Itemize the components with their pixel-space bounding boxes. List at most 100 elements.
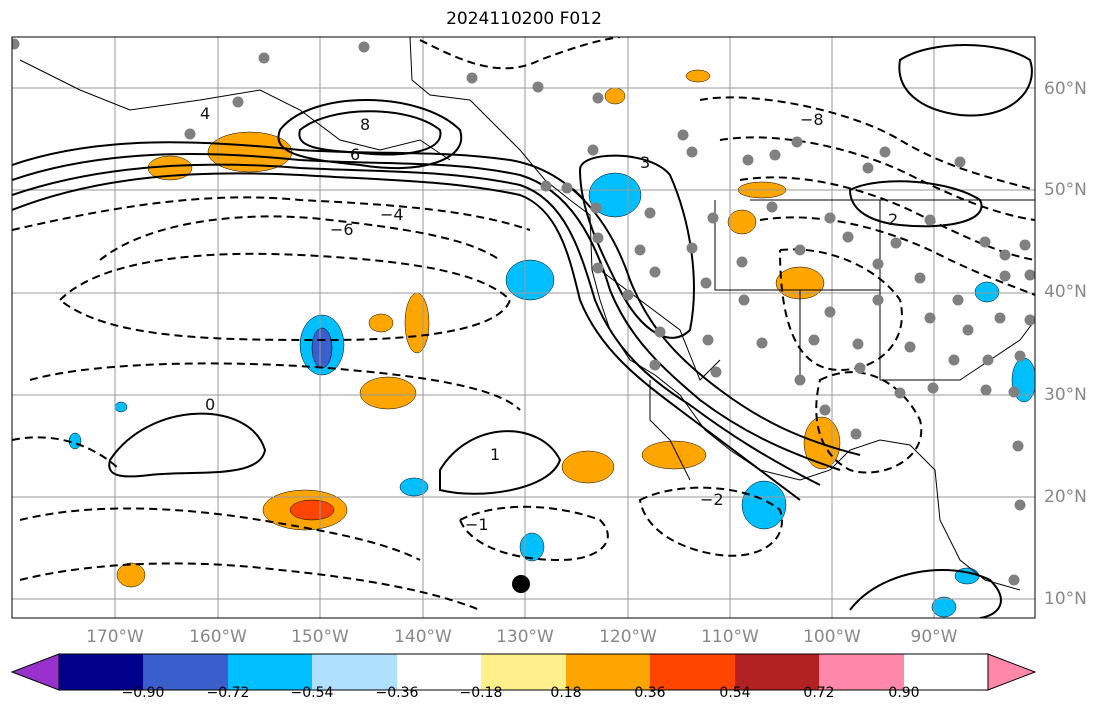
colorbar-tick-labels: −0.90 −0.72 −0.54 −0.36 −0.18 0.18 0.36 … — [122, 685, 920, 701]
contour-labels: 8 6 4 3 2 1 0 −1 −2 −4 −6 −8 — [200, 104, 898, 534]
lon-label: 170°W — [86, 627, 144, 647]
shaded-patch — [114, 401, 128, 413]
station-dot — [999, 249, 1011, 261]
colorbar-tick: 0.54 — [719, 685, 750, 701]
station-dot — [466, 72, 478, 84]
station-dot — [700, 277, 712, 289]
contour-solid — [108, 412, 267, 478]
station-dot — [924, 214, 936, 226]
station-dot — [756, 337, 768, 349]
shaded-patch — [974, 281, 1000, 303]
contour-dashed — [719, 136, 1035, 221]
colorbar-tick: −0.36 — [376, 685, 419, 701]
station-dot — [766, 201, 778, 213]
contour-label: −1 — [465, 515, 489, 534]
colorbar-tick: 0.90 — [888, 685, 919, 701]
shaded-patch — [727, 209, 757, 235]
colorbar-segment — [650, 654, 735, 690]
contour-dashed — [58, 252, 512, 342]
station-dot — [1024, 269, 1035, 281]
station-dot — [819, 404, 831, 416]
shaded-patch — [368, 313, 394, 333]
station-dot — [914, 272, 926, 284]
contours — [12, 37, 1035, 618]
shaded-patch — [604, 87, 626, 105]
shaded-patch — [116, 562, 146, 588]
station-dot — [742, 154, 754, 166]
shaded-patch — [311, 327, 333, 369]
lon-label: 150°W — [291, 627, 349, 647]
station-dot — [862, 162, 874, 174]
colorbar-segment — [819, 654, 904, 690]
colorbar-segment — [143, 654, 228, 690]
colorbar — [10, 653, 1037, 691]
station-dot — [769, 149, 781, 161]
station-dot — [794, 244, 806, 256]
station-dot — [979, 236, 991, 248]
contour-solid — [12, 172, 801, 501]
colorbar-tick: 0.72 — [803, 685, 834, 701]
colorbar-tick: 0.18 — [550, 685, 581, 701]
station-dot — [794, 374, 806, 386]
contour-label: −2 — [700, 490, 724, 509]
contour-solid — [898, 44, 1033, 117]
map-frame — [11, 36, 1036, 619]
contour-dashed — [638, 486, 783, 557]
shaded-patch — [931, 596, 957, 618]
shaded-patch — [289, 499, 335, 521]
station-dot — [592, 262, 604, 274]
lat-label: 50°N — [1044, 180, 1087, 200]
lon-label: 160°W — [189, 627, 247, 647]
shaded-patch — [505, 259, 555, 301]
station-dot — [358, 41, 370, 53]
colorbar-tick: −0.54 — [291, 685, 334, 701]
station-dot — [686, 146, 698, 158]
shaded-patch — [741, 480, 787, 530]
contour-dashed — [12, 196, 531, 231]
station-dot — [924, 312, 936, 324]
station-dot — [710, 366, 722, 378]
contour-label: 4 — [200, 104, 210, 123]
station-dot — [854, 362, 866, 374]
colorbar-segment — [566, 654, 650, 690]
station-dot — [948, 354, 960, 366]
station-dot — [808, 334, 820, 346]
station-dot — [686, 242, 698, 254]
station-dot — [258, 52, 270, 64]
contour-dashed — [19, 562, 481, 611]
contour-dashed — [419, 37, 621, 70]
colorbar-segment — [481, 654, 566, 690]
lon-label: 100°W — [803, 627, 861, 647]
station-dot — [999, 270, 1011, 282]
contour-solid — [848, 180, 983, 228]
colorbar-segment — [397, 654, 481, 690]
black-point — [512, 575, 530, 593]
lon-label: 110°W — [701, 627, 759, 647]
station-dot — [592, 92, 604, 104]
contour-solid — [439, 430, 562, 495]
colorbar-segment — [312, 654, 397, 690]
station-dot — [894, 387, 906, 399]
colorbar-tick: 0.36 — [634, 685, 665, 701]
station-dot — [590, 202, 602, 214]
shaded-patch — [519, 532, 545, 562]
shaded-patch — [685, 69, 711, 83]
contour-solid — [578, 154, 695, 339]
station-dot — [592, 232, 604, 244]
contour-label: 3 — [640, 153, 650, 172]
station-dot — [1012, 440, 1024, 452]
station-dot — [954, 156, 966, 168]
map-title: 2024110200 F012 — [446, 9, 602, 29]
station-dot — [1024, 314, 1035, 326]
station-dot — [649, 266, 661, 278]
colorbar-segment — [228, 654, 312, 690]
station-dot — [980, 384, 992, 396]
station-dot — [872, 294, 884, 306]
station-dot — [872, 258, 884, 270]
station-dot — [738, 294, 750, 306]
contour-solid — [849, 569, 1002, 618]
station-markers — [12, 38, 1035, 593]
shaded-patch — [561, 450, 615, 484]
station-dot — [824, 306, 836, 318]
